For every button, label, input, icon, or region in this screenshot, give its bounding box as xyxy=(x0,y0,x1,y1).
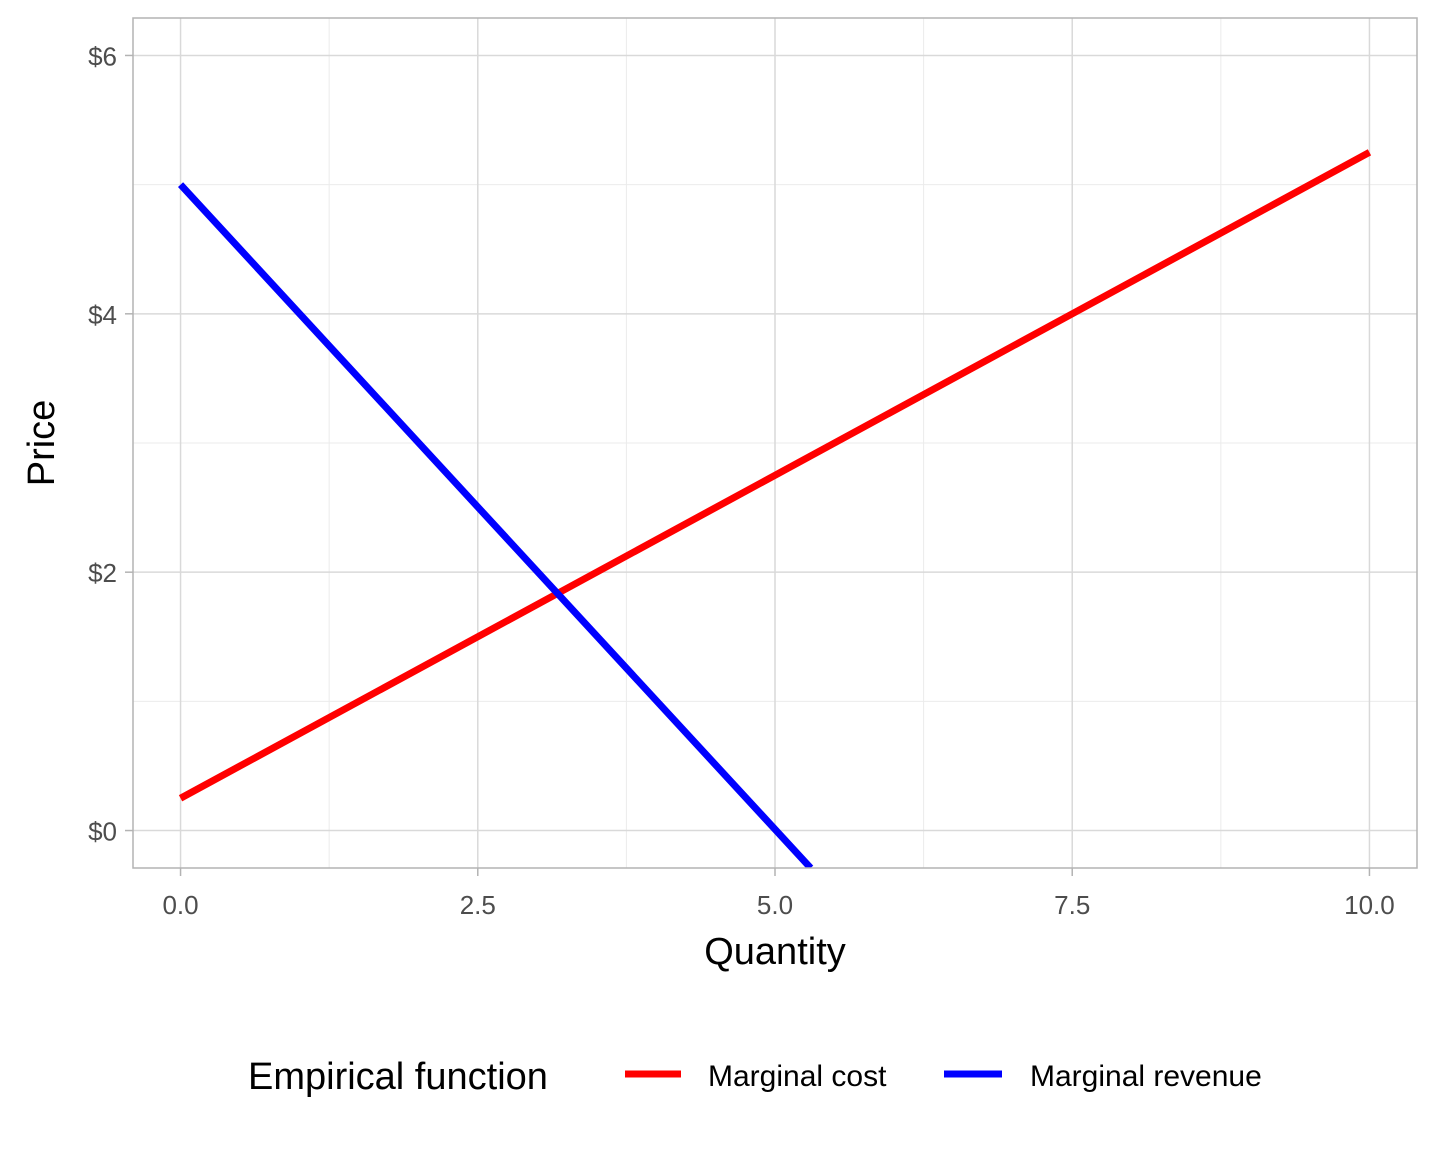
series-line-marginal-revenue xyxy=(177,182,814,868)
x-axis-ticks: 0.0 2.5 5.0 7.5 10.0 xyxy=(162,868,1395,920)
y-tick-label: $4 xyxy=(88,300,117,330)
legend-label-marginal-cost: Marginal cost xyxy=(708,1060,887,1093)
x-tick-label: 0.0 xyxy=(162,890,198,920)
y-tick-label: $2 xyxy=(88,558,117,588)
x-tick-label: 5.0 xyxy=(757,890,793,920)
legend-label-marginal-revenue: Marginal revenue xyxy=(1030,1060,1262,1093)
y-tick-label: $6 xyxy=(88,41,117,71)
x-tick-label: 10.0 xyxy=(1344,890,1395,920)
legend: Empirical function Marginal cost Marginal… xyxy=(248,1056,1262,1098)
series-line-marginal-cost xyxy=(178,149,1372,802)
x-tick-label: 2.5 xyxy=(460,890,496,920)
y-tick-label: $0 xyxy=(88,817,117,847)
legend-title: Empirical function xyxy=(248,1056,548,1098)
legend-items: Marginal cost Marginal revenue xyxy=(625,1060,1262,1093)
x-tick-label: 7.5 xyxy=(1054,890,1090,920)
y-axis-title: Price xyxy=(21,400,63,487)
x-axis-title: Quantity xyxy=(704,931,846,973)
series-lines xyxy=(177,149,1372,868)
y-axis-ticks: $0 $2 $4 $6 xyxy=(88,41,133,847)
